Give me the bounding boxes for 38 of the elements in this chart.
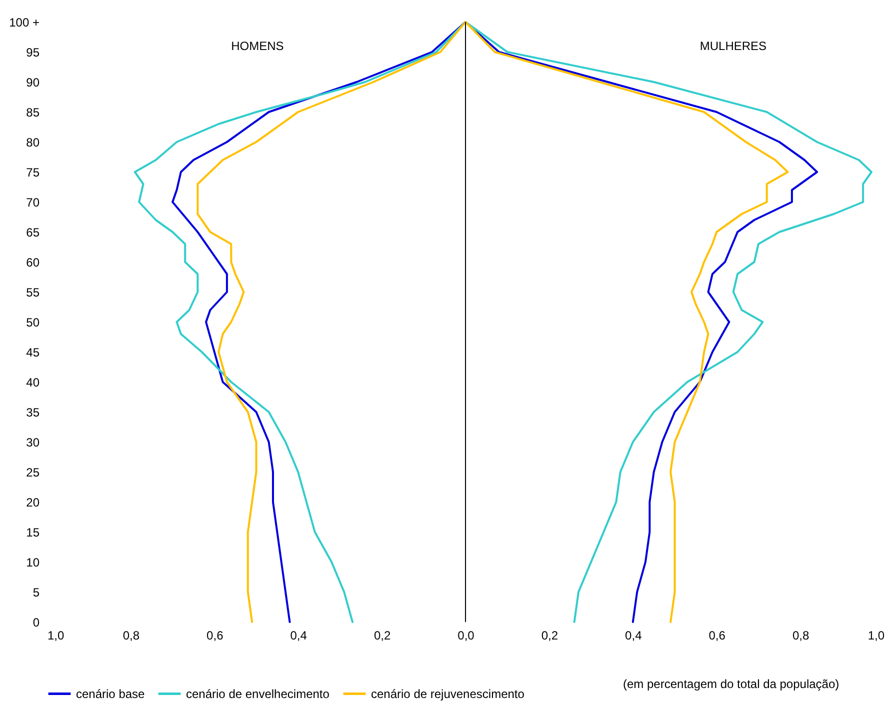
y-tick-label: 10 <box>26 556 40 570</box>
y-tick-label: 15 <box>26 526 40 540</box>
x-tick-label: 0,8 <box>122 628 140 642</box>
x-tick-label: 0,0 <box>458 628 475 642</box>
legend-label: cenário de envelhecimento <box>186 686 330 701</box>
y-tick-label: 20 <box>26 496 40 510</box>
y-tick-label: 5 <box>32 586 40 600</box>
x-tick-label: 0,2 <box>541 628 558 642</box>
x-tick-label: 1,0 <box>48 628 65 642</box>
x-tick-label: 0,2 <box>374 628 391 642</box>
y-tick-label: 30 <box>26 436 40 450</box>
y-tick-label: 45 <box>26 346 40 360</box>
x-tick-label: 0,4 <box>625 628 642 642</box>
y-tick-label: 80 <box>26 136 40 150</box>
annotation: HOMENS <box>231 39 284 53</box>
y-tick-label: 40 <box>26 376 40 390</box>
y-tick-label: 85 <box>26 106 40 120</box>
y-tick-label: 90 <box>26 76 40 90</box>
x-tick-label: 0,4 <box>290 628 308 642</box>
y-tick-label: 50 <box>26 316 40 330</box>
x-tick-label: 0,6 <box>206 628 224 642</box>
y-tick-label: 60 <box>26 256 40 270</box>
y-tick-label: 70 <box>26 196 40 210</box>
annotation: MULHERES <box>700 39 767 53</box>
y-tick-label: 25 <box>26 466 40 480</box>
x-tick-label: 1,0 <box>868 628 885 642</box>
legend-label: cenário base <box>76 686 146 701</box>
y-tick-label: 100 + <box>9 16 40 30</box>
y-tick-label: 55 <box>26 286 40 300</box>
x-tick-label: 0,6 <box>708 628 726 642</box>
y-tick-label: 65 <box>26 226 40 240</box>
y-tick-label: 0 <box>32 616 40 630</box>
y-tick-label: 35 <box>26 406 40 420</box>
text: (em percentagem do total da população) <box>623 677 840 691</box>
x-tick-label: 0,8 <box>792 628 810 642</box>
legend-label: cenário de rejuvenescimento <box>371 686 525 701</box>
y-tick-label: 75 <box>26 166 40 180</box>
y-tick-label: 95 <box>26 46 40 60</box>
